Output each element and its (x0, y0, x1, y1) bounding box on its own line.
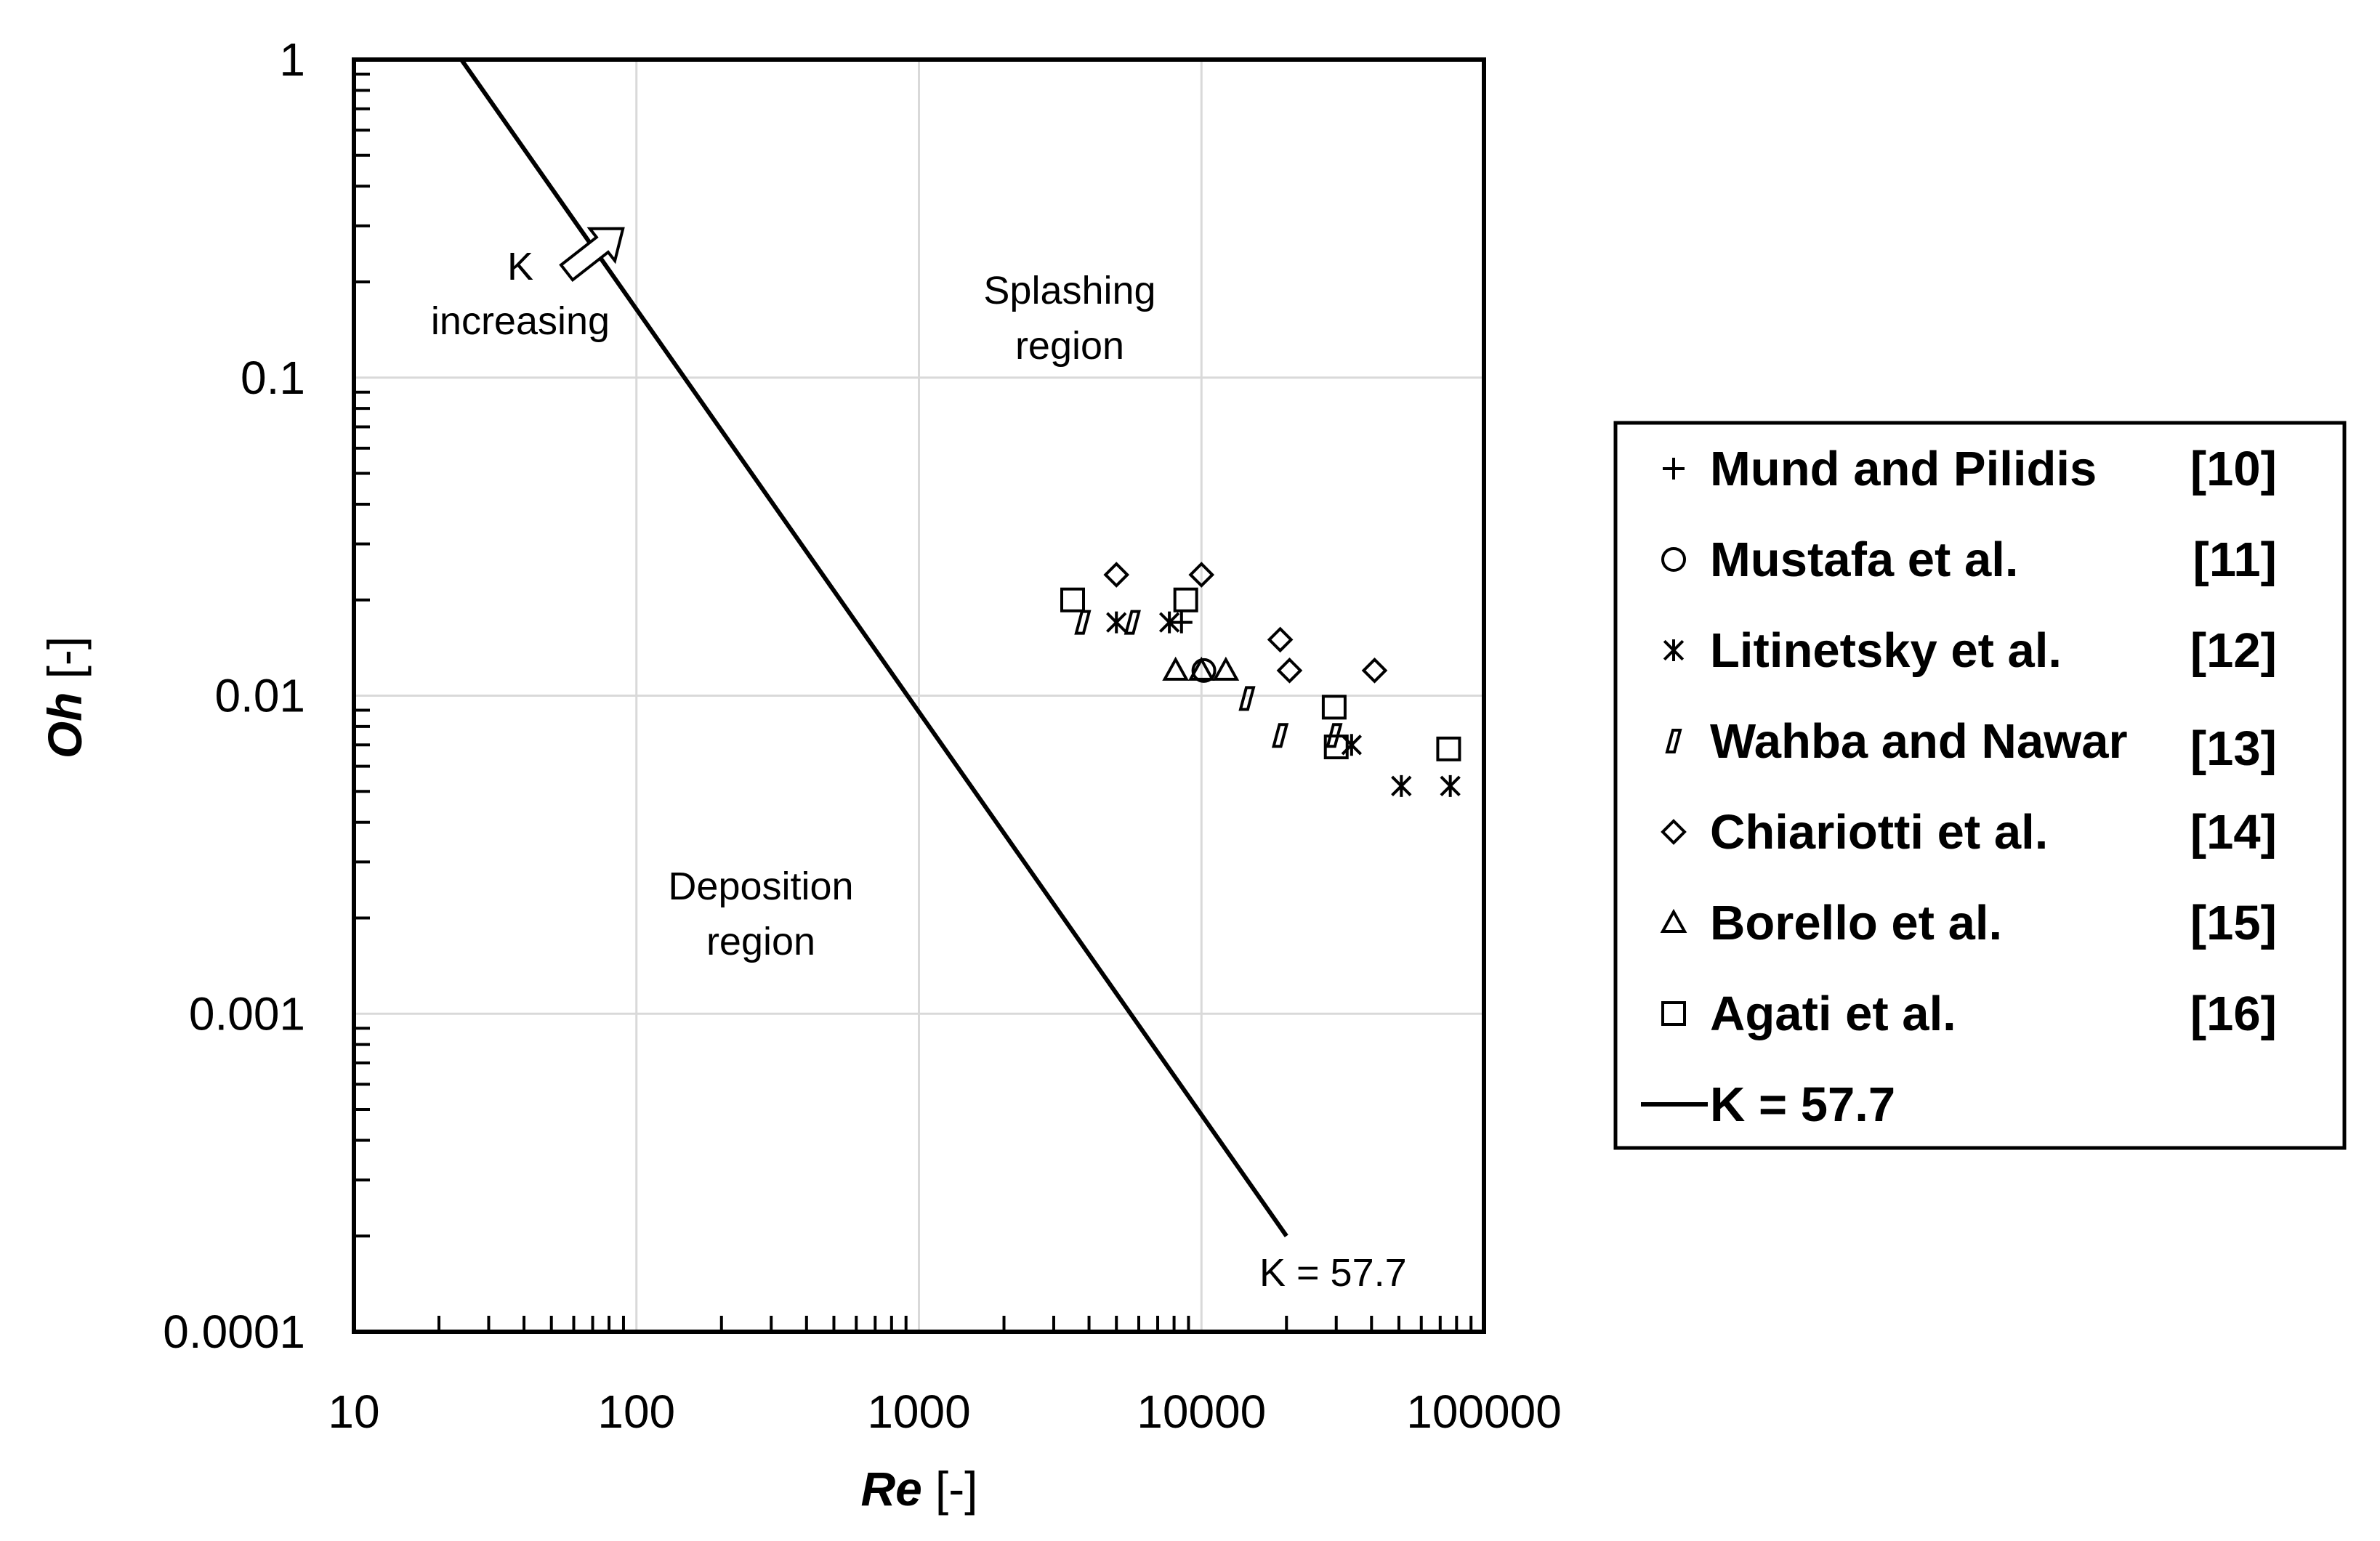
marker-square (1060, 587, 1086, 612)
arrow-icon (559, 227, 625, 283)
marker-square (1661, 1001, 1686, 1026)
y-axis-title: Oh[-] (38, 636, 92, 759)
marker-asterisk (1158, 611, 1180, 634)
marker-parallelogram (1124, 610, 1141, 635)
legend-ref: [10] (2190, 442, 2277, 496)
marker-asterisk (1663, 639, 1685, 661)
k-line (459, 58, 1288, 1237)
marker-parallelogram (1665, 729, 1682, 753)
annotation-deposition: Deposition (668, 865, 853, 908)
marker-circle (1191, 658, 1217, 683)
k-increasing-arrow (559, 227, 625, 283)
marker-diamond (1661, 819, 1687, 845)
plot-frame (352, 57, 1486, 1334)
legend-label: Borello et al. (1710, 896, 2002, 950)
x-tick-label: 100 (597, 1386, 675, 1438)
x-tick-label: 1000 (867, 1386, 970, 1438)
marker-square (1436, 736, 1461, 761)
marker-circle (1661, 547, 1686, 572)
legend-label: Agati et al. (1710, 987, 1956, 1041)
marker-square (1173, 587, 1198, 612)
marker-parallelogram (1272, 723, 1289, 748)
legend-ref: [13] (2190, 721, 2277, 776)
legend-ref: [16] (2190, 987, 2277, 1041)
marker-triangle (1162, 656, 1190, 681)
x-tick-label: 10 (328, 1386, 379, 1438)
legend-label: K = 57.7 (1710, 1077, 1895, 1132)
y-tick-label: 0.01 (214, 670, 305, 722)
legend: Mund and Pilidis [10] Mustafa et al. [11] Li… (1641, 442, 2277, 1132)
y-tick-label: 1 (279, 33, 305, 86)
marker-triangle (1660, 908, 1687, 933)
legend-box (1613, 421, 2347, 1150)
legend-ref: [14] (2190, 805, 2277, 860)
marker-asterisk (1440, 774, 1461, 797)
data-markers (1060, 562, 1461, 797)
y-tick-label: 0.0001 (163, 1306, 305, 1358)
y-tick-labels: 0.0001 0.001 0.01 0.1 1 (163, 33, 305, 1358)
annotation-deposition-region: region (706, 920, 815, 963)
line-label: K = 57.7 (1259, 1251, 1407, 1295)
marker-diamond (1188, 562, 1215, 588)
marker-parallelogram (1326, 723, 1343, 748)
legend-ref: [15] (2190, 896, 2277, 950)
legend-ref: [11] (2193, 533, 2277, 587)
y-tick-label: 0.001 (189, 987, 305, 1040)
k-line-group (459, 58, 1288, 1237)
marker-asterisk (1391, 774, 1412, 797)
marker-diamond (1103, 562, 1130, 588)
annotation-splashing: Splashing (983, 269, 1155, 312)
marker-parallelogram (1238, 686, 1256, 711)
legend-ref: [12] (2190, 623, 2277, 678)
grid (354, 60, 1484, 1332)
legend-label: Litinetsky et al. (1710, 623, 2062, 678)
x-tick-labels: 10 100 1000 10000 100000 (328, 1386, 1561, 1438)
legend-label: Mund and Pilidis (1710, 442, 2097, 496)
x-axis-title: Re [-] (860, 1462, 977, 1516)
x-tick-label: 100000 (1406, 1386, 1562, 1438)
marker-diamond (1276, 658, 1303, 684)
legend-label: Mustafa et al. (1710, 533, 2018, 587)
annotation-k: K (507, 245, 533, 288)
annotation-increasing: increasing (431, 299, 610, 343)
marker-square (1321, 695, 1347, 720)
annotation-splashing-region: region (1015, 324, 1124, 368)
marker-asterisk (1106, 611, 1127, 634)
legend-label: Wahba and Nawar (1710, 714, 2128, 769)
y-tick-label: 0.1 (241, 352, 305, 404)
marker-diamond (1267, 626, 1294, 653)
marker-plus (1663, 458, 1685, 480)
legend-label: Chiariotti et al. (1710, 805, 2048, 860)
marker-parallelogram (1074, 610, 1092, 635)
marker-square (1323, 735, 1349, 760)
x-tick-label: 10000 (1137, 1386, 1266, 1438)
marker-asterisk (1341, 734, 1363, 756)
marker-triangle (1187, 656, 1215, 681)
marker-plus (1170, 611, 1193, 634)
marker-triangle (1212, 656, 1240, 681)
marker-diamond (1361, 658, 1388, 684)
minor-ticks (354, 73, 1473, 1332)
